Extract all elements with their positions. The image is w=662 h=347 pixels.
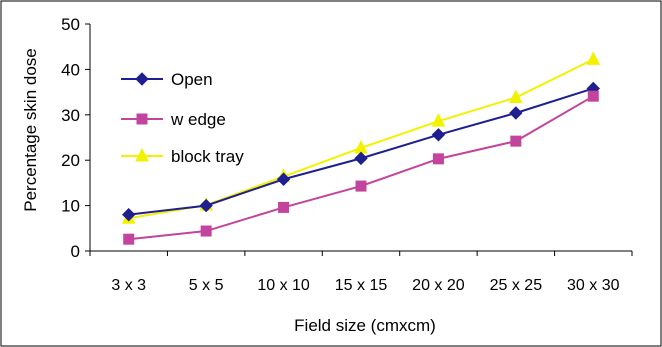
data-point [432,153,444,165]
data-point [586,51,601,65]
data-point [509,89,523,104]
data-point [200,225,212,237]
series-w-edge [123,90,599,245]
legend-label: Open [171,70,213,89]
x-tick-label: 10 x 10 [257,277,310,294]
y-tick-label: 30 [61,106,80,125]
legend-label: block tray [171,147,244,166]
x-tick-label: 3 x 3 [111,277,146,294]
data-point [123,233,135,245]
x-tick-label: 30 x 30 [567,277,620,294]
y-tick-label: 10 [61,197,80,216]
data-point [122,207,136,222]
data-point [431,128,446,142]
y-axis-label: Percentage skin dose [21,48,40,212]
series-layer [121,51,601,245]
legend-item: Open [121,70,213,89]
x-tick-label: 20 x 20 [412,277,465,294]
data-point [276,172,291,186]
x-tick-label: 15 x 15 [335,277,388,294]
axes: 0 10 20 30 40 50 3 x 3 5 x 5 10 x 10 15 x 15 20 x … [61,15,633,294]
data-point [354,151,368,166]
y-tick-label: 40 [61,60,80,79]
data-point [278,201,290,213]
y-tick-label: 0 [71,242,80,261]
data-point [509,106,523,120]
x-axis-label: Field size (cmxcm) [294,316,436,335]
x-tick-label: 5 x 5 [189,277,224,294]
data-point [587,90,599,102]
series-open [122,81,600,222]
data-point [510,135,522,147]
legend-marker [135,147,149,162]
y-tick-label: 20 [61,151,80,170]
legend: Open w edge block tray [121,70,244,166]
data-point [431,113,446,127]
legend-marker [136,113,148,125]
data-point [199,198,213,213]
legend-item: w edge [121,110,226,129]
data-point [355,180,367,192]
legend-marker [135,72,149,86]
y-tick-label: 50 [61,15,80,34]
legend-label: w edge [170,110,226,129]
x-tick-label: 25 x 25 [490,277,543,294]
legend-item: block tray [121,147,244,166]
